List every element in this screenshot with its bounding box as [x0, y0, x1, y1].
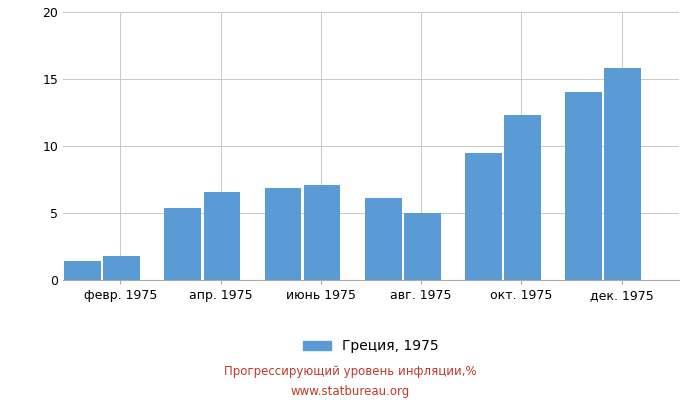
- Text: Прогрессирующий уровень инфляции,%: Прогрессирующий уровень инфляции,%: [224, 366, 476, 378]
- Bar: [504, 115, 541, 280]
- Bar: [204, 192, 240, 280]
- Bar: [404, 213, 441, 280]
- Bar: [104, 256, 140, 280]
- Bar: [64, 261, 101, 280]
- Bar: [304, 185, 340, 280]
- Bar: [265, 188, 301, 280]
- Text: www.statbureau.org: www.statbureau.org: [290, 386, 410, 398]
- Bar: [365, 198, 402, 280]
- Legend: Греция, 1975: Греция, 1975: [298, 334, 444, 359]
- Bar: [604, 68, 641, 280]
- Bar: [164, 208, 201, 280]
- Bar: [566, 92, 602, 280]
- Bar: [465, 153, 502, 280]
